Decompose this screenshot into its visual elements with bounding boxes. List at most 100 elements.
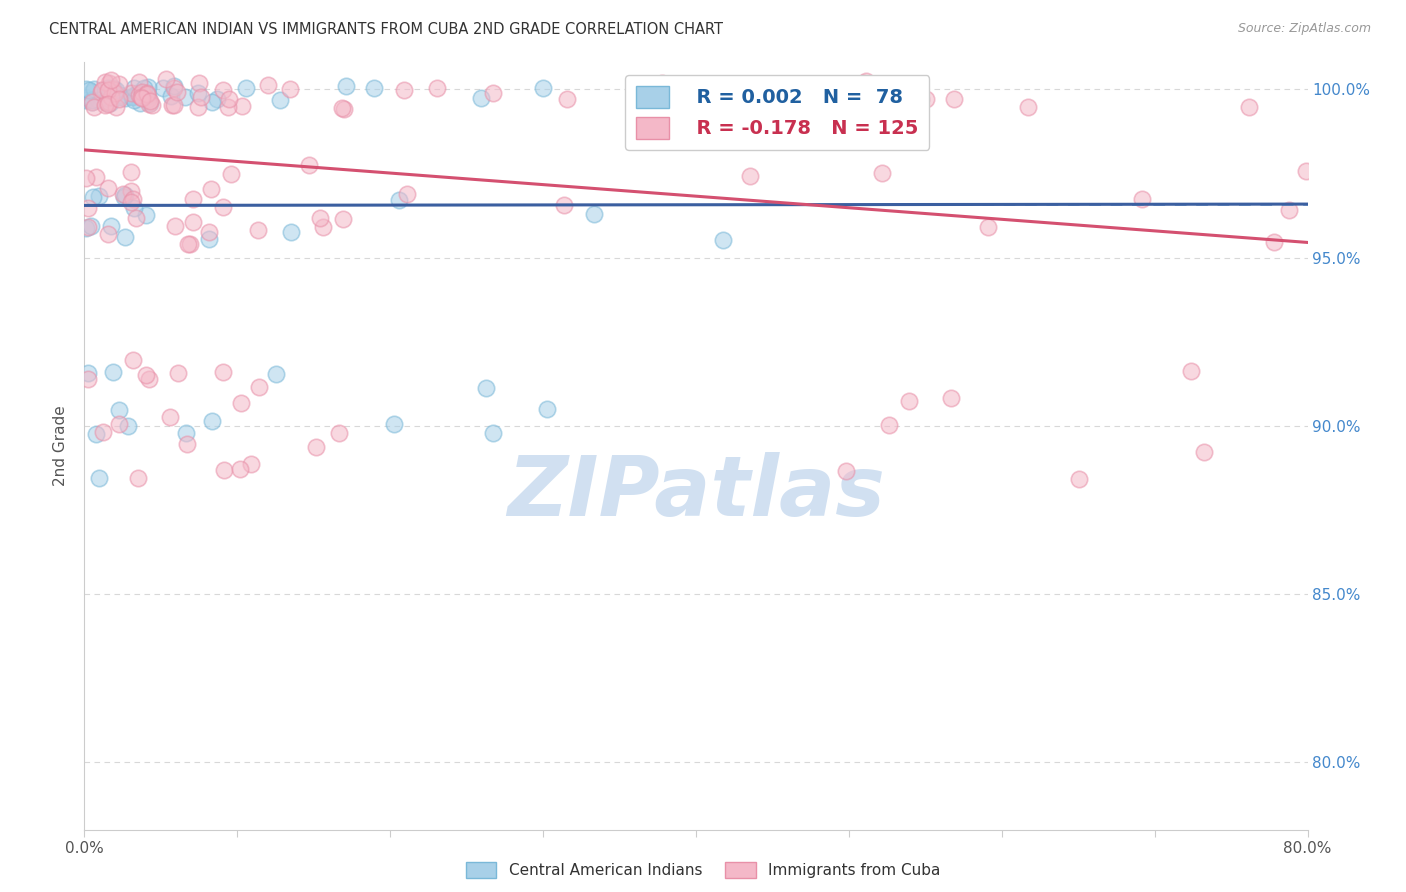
Point: [97, 91, 120, 105]
Point: [114, 90, 136, 104]
Text: ZIPatlas: ZIPatlas: [508, 451, 884, 533]
Point: [848, 80, 870, 95]
Point: [96, 95, 118, 110]
Point: [163, 98, 186, 112]
Point: [124, 81, 146, 95]
Point: [75, 91, 97, 105]
Point: [280, 225, 302, 239]
Point: [475, 381, 498, 395]
Point: [481, 86, 503, 100]
Point: [159, 409, 181, 424]
Point: [138, 372, 160, 386]
Point: [84, 169, 107, 184]
Point: [138, 95, 160, 110]
Point: [852, 75, 875, 89]
Text: Source: ZipAtlas.com: Source: ZipAtlas.com: [1237, 22, 1371, 36]
Point: [1239, 100, 1261, 114]
Point: [97, 81, 120, 95]
Point: [181, 215, 204, 229]
Point: [176, 436, 198, 450]
Point: [77, 220, 100, 235]
Point: [77, 83, 100, 97]
Point: [135, 208, 157, 222]
Point: [155, 72, 177, 87]
Point: [200, 182, 222, 196]
Point: [782, 86, 804, 100]
Point: [1192, 445, 1215, 459]
Point: [221, 167, 243, 181]
Point: [117, 419, 139, 434]
Point: [91, 83, 114, 97]
Point: [197, 232, 219, 246]
Point: [177, 236, 200, 251]
Point: [136, 87, 159, 101]
Point: [105, 82, 128, 96]
Point: [536, 402, 558, 417]
Point: [125, 86, 148, 100]
Point: [1017, 100, 1039, 114]
Point: [114, 229, 136, 244]
Point: [481, 426, 503, 441]
Point: [174, 90, 197, 104]
Point: [211, 83, 233, 97]
Point: [641, 91, 664, 105]
Point: [100, 219, 122, 234]
Point: [214, 463, 236, 477]
Point: [229, 396, 252, 410]
Point: [134, 81, 156, 95]
Point: [122, 93, 145, 107]
Point: [108, 417, 131, 431]
Point: [131, 90, 153, 104]
Point: [136, 79, 159, 94]
Point: [97, 96, 120, 111]
Point: [136, 92, 159, 106]
Point: [879, 417, 901, 432]
Point: [333, 102, 356, 116]
Text: CENTRAL AMERICAN INDIAN VS IMMIGRANTS FROM CUBA 2ND GRADE CORRELATION CHART: CENTRAL AMERICAN INDIAN VS IMMIGRANTS FR…: [49, 22, 723, 37]
Point: [80, 93, 103, 107]
Point: [139, 94, 162, 108]
Point: [91, 425, 114, 439]
Point: [131, 91, 153, 105]
Legend: Central American Indians, Immigrants from Cuba: Central American Indians, Immigrants fro…: [460, 856, 946, 884]
Point: [120, 87, 142, 101]
Point: [75, 221, 97, 235]
Point: [328, 425, 350, 440]
Point: [247, 223, 270, 237]
Point: [624, 88, 647, 103]
Point: [84, 427, 107, 442]
Point: [103, 80, 125, 95]
Point: [165, 219, 187, 233]
Point: [82, 95, 104, 109]
Point: [666, 102, 689, 116]
Point: [1130, 193, 1153, 207]
Point: [188, 77, 211, 91]
Point: [197, 225, 219, 239]
Point: [101, 365, 124, 379]
Point: [531, 81, 554, 95]
Point: [181, 192, 204, 206]
Point: [747, 86, 769, 100]
Point: [80, 85, 103, 99]
Point: [388, 194, 411, 208]
Point: [97, 76, 120, 90]
Point: [382, 417, 405, 431]
Point: [75, 170, 97, 185]
Point: [96, 95, 118, 109]
Point: [330, 101, 353, 115]
Point: [751, 79, 773, 94]
Point: [163, 79, 186, 94]
Point: [163, 81, 186, 95]
Point: [229, 462, 252, 476]
Point: [120, 165, 142, 179]
Point: [104, 86, 127, 100]
Point: [97, 227, 120, 241]
Point: [672, 83, 695, 97]
Point: [114, 188, 136, 202]
Point: [108, 77, 131, 91]
Point: [134, 368, 156, 382]
Legend:   R = 0.002   N =  78,   R = -0.178   N = 125: R = 0.002 N = 78, R = -0.178 N = 125: [626, 75, 929, 150]
Point: [309, 211, 332, 226]
Point: [1295, 164, 1317, 178]
Point: [93, 74, 115, 88]
